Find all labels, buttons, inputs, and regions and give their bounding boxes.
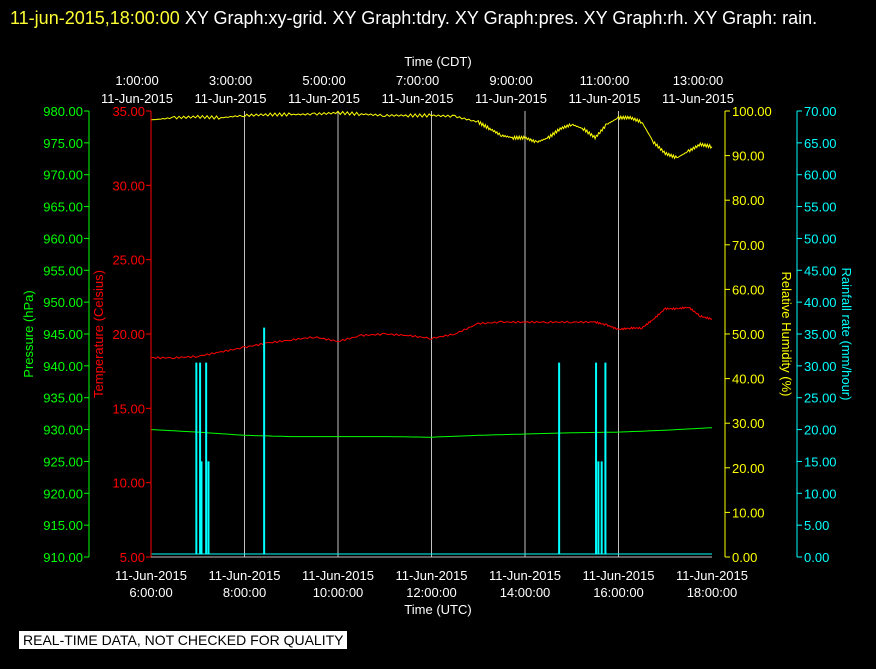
x-top-tick-time: 11:00:00 bbox=[580, 73, 630, 88]
x-top-tick-time: 13:00:00 bbox=[673, 73, 724, 88]
rain-tick-label: 35.00 bbox=[804, 327, 837, 342]
series-layer bbox=[150, 110, 713, 555]
pressure-tick-label: 935.00 bbox=[43, 391, 83, 406]
x-bottom-tick-date: 11-Jun-2015 bbox=[302, 568, 374, 583]
pressure-tick-label: 965.00 bbox=[43, 200, 83, 215]
humidity-tick-label: 0.00 bbox=[732, 550, 757, 565]
x-top-tick-date: 11-Jun-2015 bbox=[475, 91, 547, 106]
rain-tick-label: 30.00 bbox=[804, 359, 837, 374]
x-top-tick-date: 11-Jun-2015 bbox=[101, 91, 173, 106]
x-bottom-tick-date: 11-Jun-2015 bbox=[676, 568, 748, 583]
humidity-tick-label: 50.00 bbox=[732, 327, 765, 342]
x-top-tick-time: 1:00:00 bbox=[115, 73, 158, 88]
x-bottom-tick-time: 18:00:00 bbox=[687, 585, 738, 600]
temperature-tick-label: 10.00 bbox=[112, 476, 145, 491]
pressure-tick-label: 980.00 bbox=[43, 104, 83, 119]
x-bottom-tick-time: 6:00:00 bbox=[129, 585, 172, 600]
humidity-tick-label: 70.00 bbox=[732, 238, 765, 253]
humidity-tick-label: 100.00 bbox=[732, 104, 772, 119]
pressure-tick-label: 970.00 bbox=[43, 168, 83, 183]
x-bottom-tick-date: 11-Jun-2015 bbox=[489, 568, 561, 583]
x-bottom-tick-time: 14:00:00 bbox=[500, 585, 551, 600]
x-bottom-axis-label: Time (UTC) bbox=[404, 602, 471, 617]
x-top-tick-date: 11-Jun-2015 bbox=[288, 91, 360, 106]
humidity-tick-label: 60.00 bbox=[732, 282, 765, 297]
x-top-axis-label: Time (CDT) bbox=[404, 54, 471, 69]
temperature-tick-label: 20.00 bbox=[112, 327, 145, 342]
rain-tick-label: 55.00 bbox=[804, 200, 837, 215]
humidity-tick-label: 40.00 bbox=[732, 372, 765, 387]
x-bottom-tick-time: 8:00:00 bbox=[223, 585, 266, 600]
temperature-tick-label: 30.00 bbox=[112, 178, 145, 193]
x-bottom-tick-time: 12:00:00 bbox=[406, 585, 457, 600]
x-top-tick-time: 5:00:00 bbox=[302, 73, 345, 88]
rain-tick-label: 10.00 bbox=[804, 486, 837, 501]
rain-tick-label: 60.00 bbox=[804, 168, 837, 183]
x-bottom-tick-date: 11-Jun-2015 bbox=[395, 568, 467, 583]
grid-layer bbox=[244, 111, 619, 557]
pressure-tick-label: 925.00 bbox=[43, 454, 83, 469]
header-graph-list: XY Graph:xy-grid. XY Graph:tdry. XY Grap… bbox=[179, 8, 818, 28]
temperature-tick-label: 5.00 bbox=[120, 550, 145, 565]
x-bottom-tick-time: 10:00:00 bbox=[313, 585, 364, 600]
rain-tick-label: 25.00 bbox=[804, 391, 837, 406]
humidity-tick-label: 90.00 bbox=[732, 149, 765, 164]
x-top-tick-time: 3:00:00 bbox=[209, 73, 252, 88]
rain-tick-label: 65.00 bbox=[804, 136, 837, 151]
pressure-tick-label: 910.00 bbox=[43, 550, 83, 565]
x-top-tick-time: 7:00:00 bbox=[396, 73, 439, 88]
humidity-axis-title: Relative Humidity (%) bbox=[779, 272, 794, 397]
rain-tick-label: 45.00 bbox=[804, 263, 837, 278]
pressure-tick-label: 975.00 bbox=[43, 136, 83, 151]
humidity-tick-label: 30.00 bbox=[732, 416, 765, 431]
pressure-tick-label: 945.00 bbox=[43, 327, 83, 342]
temperature-axis-title: Temperature (Celsius) bbox=[91, 270, 106, 398]
header-timestamp: 11-jun-2015,18:00:00 bbox=[10, 8, 180, 28]
x-top-tick-date: 11-Jun-2015 bbox=[381, 91, 453, 106]
x-bottom-tick-date: 11-Jun-2015 bbox=[115, 568, 187, 583]
pressure-tick-label: 950.00 bbox=[43, 295, 83, 310]
pressure-tick-label: 930.00 bbox=[43, 423, 83, 438]
temperature-tick-label: 15.00 bbox=[112, 401, 145, 416]
x-top-tick-time: 9:00:00 bbox=[489, 73, 532, 88]
labels-layer: 11-Jun-2015 6:00:00 11-Jun-2015 8:00:00 11-J… bbox=[101, 54, 748, 617]
x-top-tick-date: 11-Jun-2015 bbox=[662, 91, 734, 106]
rain-tick-label: 70.00 bbox=[804, 104, 837, 119]
x-bottom-tick-date: 11-Jun-2015 bbox=[582, 568, 654, 583]
chart-header: 11-jun-2015,18:00:00 XY Graph:xy-grid. X… bbox=[10, 3, 860, 33]
rain-tick-label: 0.00 bbox=[804, 550, 829, 565]
humidity-series-line bbox=[150, 110, 713, 160]
pressure-tick-label: 960.00 bbox=[43, 231, 83, 246]
quality-warning-banner: REAL-TIME DATA, NOT CHECKED FOR QUALITY bbox=[19, 631, 348, 649]
rain-axis-title: Rainfall rate (mm/hour) bbox=[839, 268, 854, 401]
rain-tick-label: 50.00 bbox=[804, 231, 837, 246]
humidity-tick-label: 80.00 bbox=[732, 193, 765, 208]
rain-tick-label: 20.00 bbox=[804, 423, 837, 438]
axes-layer: 910.00 915.00 920.00 925.00 930.00 935.00 940.… bbox=[21, 104, 854, 565]
x-bottom-tick-date: 11-Jun-2015 bbox=[208, 568, 280, 583]
rain-tick-label: 40.00 bbox=[804, 295, 837, 310]
pressure-axis-title: Pressure (hPa) bbox=[21, 290, 36, 377]
pressure-tick-label: 955.00 bbox=[43, 263, 83, 278]
temperature-tick-label: 35.00 bbox=[112, 104, 145, 119]
temperature-tick-label: 25.00 bbox=[112, 253, 145, 268]
pressure-tick-label: 940.00 bbox=[43, 359, 83, 374]
pressure-tick-label: 920.00 bbox=[43, 486, 83, 501]
humidity-tick-label: 10.00 bbox=[732, 505, 765, 520]
x-bottom-tick-time: 16:00:00 bbox=[593, 585, 644, 600]
pressure-series-line bbox=[150, 427, 713, 438]
x-top-tick-date: 11-Jun-2015 bbox=[568, 91, 640, 106]
rain-tick-label: 15.00 bbox=[804, 454, 837, 469]
pressure-tick-label: 915.00 bbox=[43, 518, 83, 533]
x-top-tick-date: 11-Jun-2015 bbox=[194, 91, 266, 106]
rain-tick-label: 5.00 bbox=[804, 518, 829, 533]
humidity-tick-label: 20.00 bbox=[732, 461, 765, 476]
